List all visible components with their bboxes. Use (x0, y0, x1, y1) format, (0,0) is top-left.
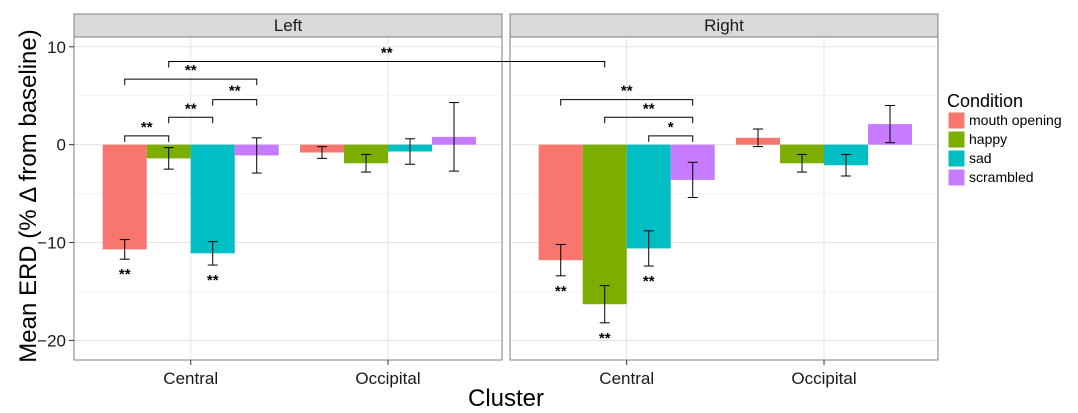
y-tick-label: −20 (37, 331, 66, 350)
legend-swatch (947, 130, 966, 149)
error-bar (555, 244, 566, 277)
bar-significance-label: ** (119, 266, 131, 283)
bar (582, 144, 627, 305)
error-bar (361, 153, 372, 173)
error-bar (885, 105, 896, 144)
bar-significance-label: ** (643, 273, 655, 290)
error-bar (753, 128, 764, 148)
x-tick-label: Central (163, 369, 218, 388)
legend: Condition mouth opening happy sad scrambled (947, 91, 1062, 187)
bracket-line (212, 99, 258, 106)
panel-border (509, 36, 939, 361)
bracket-label: * (668, 119, 674, 136)
error-bar (119, 239, 130, 260)
facet-label: Left (274, 16, 303, 35)
facet-panels: Left Right (73, 13, 939, 361)
y-tick-label: 10 (47, 38, 66, 57)
error-bar (841, 153, 852, 177)
bracket-line (124, 135, 170, 142)
legend-item: mouth opening (947, 111, 1062, 130)
legend-swatch (947, 168, 966, 187)
y-axis: 10 0 −10 −20 (37, 38, 74, 350)
x-tick-label: Occipital (355, 369, 420, 388)
bracket-label: ** (141, 119, 153, 136)
bar (102, 144, 147, 250)
error-bar (251, 137, 262, 174)
comparison-bracket: * (648, 119, 694, 142)
error-bar (643, 230, 654, 267)
x-tick-label: Central (599, 369, 654, 388)
legend-item: happy (947, 130, 1007, 149)
bar-significance-label: ** (207, 272, 219, 289)
error-bar (405, 138, 416, 165)
bracket-label: ** (185, 62, 197, 79)
bracket-line (124, 78, 258, 86)
comparison-bracket: ** (168, 44, 606, 68)
bracket-line (604, 116, 694, 124)
legend-title: Condition (947, 91, 1023, 111)
bar (538, 144, 583, 261)
bracket-line (168, 60, 606, 68)
bracket-label: ** (185, 100, 197, 117)
x-axis: Central Occipital Central Occipital (163, 360, 857, 388)
y-axis-title: Mean ERD (% Δ from baseline) (15, 29, 42, 362)
legend-label: scrambled (969, 169, 1034, 185)
legend-label: sad (969, 150, 992, 166)
error-bar (317, 146, 328, 159)
legend-items: mouth opening happy sad scrambled (947, 111, 1062, 187)
bracket-line (168, 116, 214, 124)
legend-item: scrambled (947, 168, 1034, 187)
bracket-label: ** (621, 83, 633, 100)
bracket-line (560, 99, 694, 106)
bar (190, 144, 235, 254)
error-bar (599, 285, 610, 324)
comparison-bracket: ** (124, 119, 170, 142)
legend-item: sad (947, 149, 992, 168)
facet-label: Right (704, 16, 744, 35)
legend-label: happy (969, 131, 1007, 147)
error-bar (163, 147, 174, 170)
legend-swatch (947, 111, 966, 130)
panel-border (73, 36, 503, 361)
bracket-line (648, 135, 694, 142)
error-bar (797, 153, 808, 173)
panel-left: Left (73, 13, 503, 361)
bar-significance-label: ** (555, 283, 567, 300)
comparison-bracket: ** (604, 100, 694, 124)
legend-label: mouth opening (969, 112, 1062, 128)
bar-significance-label: ** (599, 330, 611, 347)
panel-right: Right (509, 13, 939, 361)
y-tick-label: 0 (57, 136, 66, 155)
legend-swatch (947, 149, 966, 168)
bracket-label: ** (381, 44, 393, 61)
bracket-label: ** (229, 83, 241, 100)
error-bar (687, 161, 698, 199)
comparison-bracket: ** (124, 62, 258, 86)
bracket-label: ** (643, 100, 655, 117)
x-axis-title: Cluster (468, 385, 544, 412)
error-bar (207, 241, 218, 266)
y-tick-label: −10 (37, 234, 66, 253)
comparison-bracket: ** (212, 83, 258, 106)
error-bar (449, 102, 460, 172)
significance-brackets: ** *********************** (119, 44, 694, 347)
comparison-bracket: ** (560, 83, 694, 106)
x-tick-label: Occipital (791, 369, 856, 388)
comparison-bracket: ** (168, 100, 214, 124)
